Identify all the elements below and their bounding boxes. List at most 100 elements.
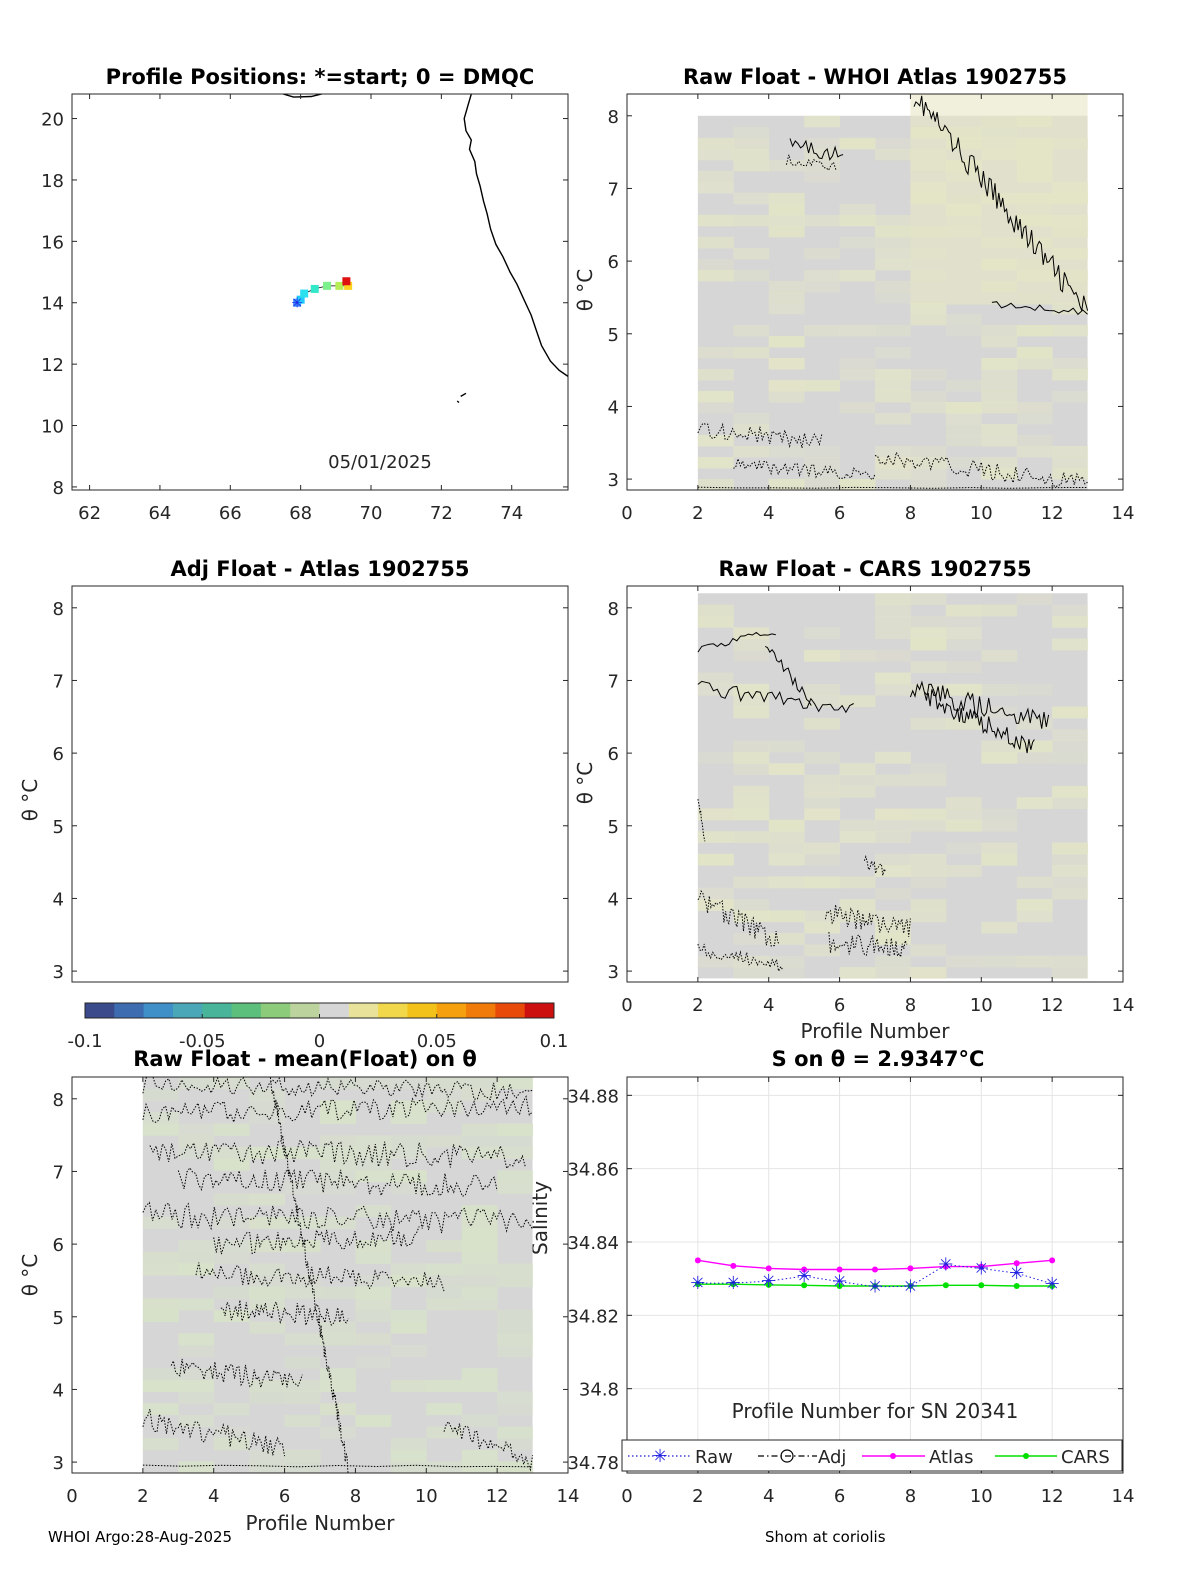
heatmap-cell [981, 324, 1018, 337]
legend-entry-atlas: Atlas [862, 1447, 973, 1468]
p6-xtick-label: 6 [834, 1486, 845, 1507]
heatmap-cell [213, 1309, 250, 1323]
heatmap-cell [910, 638, 947, 651]
heatmap-cell [804, 774, 841, 787]
heatmap-cell [461, 1461, 498, 1473]
colorbar-tick-label: 0 [314, 1031, 325, 1052]
p1-ytick-label: 16 [41, 232, 64, 253]
p5-xtick-label: 12 [486, 1486, 509, 1507]
point-atlas [836, 1266, 843, 1273]
heatmap-cell [320, 1379, 356, 1392]
colorbar-swatch [407, 1003, 438, 1018]
p3-axes-box [71, 585, 569, 983]
p1-xtick-label: 68 [289, 503, 312, 524]
colorbar-swatch [495, 1003, 526, 1018]
legend-raw-label: Raw [695, 1447, 733, 1468]
contour-dotted [195, 1262, 445, 1292]
heatmap-cell [1052, 729, 1089, 742]
heatmap-warm-region [910, 94, 1088, 305]
heatmap-cell [426, 1077, 463, 1090]
p5-axes-box [71, 1076, 569, 1474]
heatmap-cell [768, 831, 805, 843]
heatmap-cell [1052, 615, 1089, 628]
profile-position-marker [296, 295, 305, 304]
heatmap-cell [733, 797, 770, 809]
panel5-title: Raw Float - mean(Float) on θ [133, 1047, 477, 1071]
heatmap-cell [768, 819, 805, 832]
panel4-title: Raw Float - CARS 1902755 [718, 557, 1031, 581]
heatmap-cell [945, 401, 982, 414]
heatmap-cell [249, 1321, 286, 1334]
colorbar-swatch [436, 1003, 467, 1018]
p4-xtick-label: 8 [905, 995, 916, 1016]
heatmap-cell [981, 808, 1018, 821]
heatmap-cell [839, 203, 876, 216]
heatmap-cell [1016, 910, 1053, 923]
heatmap-cell [1052, 853, 1089, 866]
heatmap-cell [284, 1461, 321, 1473]
heatmap-cell [804, 467, 841, 480]
heatmap-cell [697, 269, 734, 282]
heatmap-cell [768, 910, 805, 923]
heatmap-cell [1016, 324, 1053, 337]
heatmap-cell [733, 899, 770, 911]
colorbar-swatch [172, 1003, 203, 1018]
heatmap-cell [426, 1286, 463, 1299]
legend-raw-marker: ✳ [652, 1446, 667, 1467]
heatmap-cell [1016, 357, 1053, 370]
p6-ytick-label: 34.82 [567, 1306, 619, 1327]
heatmap-cell [875, 247, 911, 260]
p1-ytick-label: 14 [41, 294, 64, 315]
p5-xtick-label: 8 [350, 1486, 361, 1507]
p5-ytick-label: 6 [53, 1235, 64, 1256]
point-cars [765, 1281, 772, 1288]
heatmap-cell [497, 1426, 534, 1439]
colorbar-tick-label: 0.1 [540, 1031, 569, 1052]
heatmap-cell [910, 717, 947, 730]
p4-ytick-label: 4 [608, 889, 619, 910]
panel5-ylabel: θ °C [18, 1254, 42, 1297]
p2-heatmap [697, 94, 1089, 490]
p6-xtick-label: 10 [970, 1486, 993, 1507]
p6-xtick-label: 2 [692, 1486, 703, 1507]
p4-ytick-label: 3 [608, 962, 619, 983]
contour-dotted [142, 1201, 534, 1234]
heatmap-cell [768, 379, 805, 392]
heatmap-cell [461, 1240, 498, 1253]
colorbar-tick-label: -0.05 [179, 1031, 226, 1052]
heatmap-cell [910, 853, 947, 866]
p4-xtick-label: 4 [763, 995, 774, 1016]
heatmap-cell [839, 324, 876, 337]
p1-xtick-label: 66 [219, 503, 242, 524]
p3-ytick-label: 3 [53, 962, 64, 983]
heatmap-cell [1052, 785, 1089, 798]
colorbar-swatch [85, 1003, 115, 1018]
heatmap-cell [142, 1438, 179, 1451]
heatmap-cell [875, 683, 911, 696]
colorbar-swatch [319, 1003, 350, 1018]
heatmap-cell [249, 1216, 286, 1229]
heatmap-cell [249, 1449, 286, 1462]
heatmap-cell [945, 955, 982, 968]
heatmap-cell [1052, 302, 1089, 315]
p4-xtick-label: 12 [1041, 995, 1064, 1016]
contour-solid [697, 631, 776, 653]
heatmap-cell [249, 1379, 286, 1392]
heatmap-cell [733, 247, 770, 260]
point-raw: ✳ [690, 1273, 705, 1294]
heatmap-cell [697, 401, 734, 414]
heatmap-cell [461, 1146, 498, 1160]
colorbar-swatch [466, 1003, 496, 1018]
p1-xtick-label: 72 [430, 503, 453, 524]
heatmap-cell [426, 1426, 463, 1439]
legend-entry-raw: ✳ Raw [628, 1446, 733, 1468]
heatmap-cell [768, 214, 805, 227]
heatmap-cell [1052, 368, 1089, 381]
heatmap-cell [875, 831, 911, 843]
point-raw: ✳ [938, 1255, 953, 1276]
contour-solid [697, 680, 854, 714]
heatmap-cell [910, 899, 947, 911]
heatmap-cell [320, 1158, 356, 1171]
heatmap-cell [213, 1216, 250, 1229]
heatmap-cell [320, 1077, 356, 1090]
